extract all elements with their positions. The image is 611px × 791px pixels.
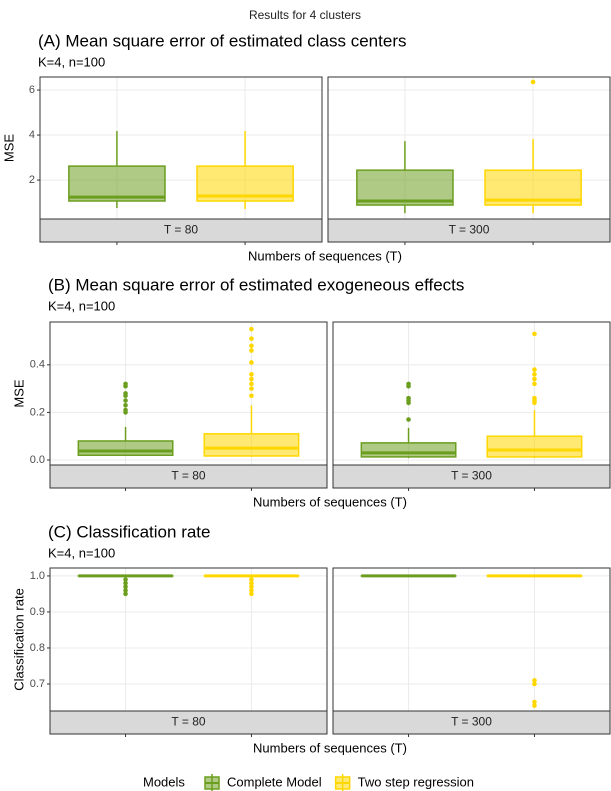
outlier <box>249 393 254 399</box>
outlier <box>249 336 254 341</box>
y-tick-label: 0.2 <box>30 406 45 418</box>
box <box>68 165 166 202</box>
outlier <box>532 367 537 372</box>
strip <box>49 464 328 489</box>
outlier <box>532 381 537 387</box>
panel-background <box>333 568 610 711</box>
x-axis-label: Numbers of sequences (T) <box>253 740 407 755</box>
outlier <box>249 360 254 365</box>
strip <box>49 710 328 735</box>
y-tick-label: 0.7 <box>30 678 45 690</box>
outlier <box>249 343 254 349</box>
strip <box>332 464 611 489</box>
y-tick-label: 0.8 <box>30 642 45 654</box>
y-tick-label: 0.0 <box>30 454 45 466</box>
legend-label: Two step regression <box>358 774 474 789</box>
outlier <box>123 591 128 597</box>
x-axis-label: Numbers of sequences (T) <box>248 248 402 263</box>
outlier <box>406 383 411 389</box>
strip-label: T = 300 <box>451 469 492 483</box>
chart-subtitle: K=4, n=100 <box>48 545 115 560</box>
y-axis-label: Classification rate <box>11 588 26 691</box>
outlier <box>249 376 254 382</box>
chart-title: (B) Mean square error of estimated exoge… <box>48 275 464 294</box>
outlier <box>532 678 537 683</box>
outlier <box>406 400 411 406</box>
chart-title: (C) Classification rate <box>48 522 211 541</box>
y-tick-label: 0.4 <box>30 359 45 371</box>
outlier <box>406 417 411 422</box>
chart-title: (A) Mean square error of estimated class… <box>38 31 406 50</box>
box <box>360 442 457 458</box>
outlier <box>123 398 128 403</box>
outlier <box>249 326 254 332</box>
legend-label: Complete Model <box>227 774 322 789</box>
box <box>356 169 454 206</box>
y-tick-label: 2 <box>29 174 35 186</box>
outlier <box>123 402 128 408</box>
outlier <box>532 681 537 687</box>
strip-label: T = 80 <box>171 469 205 483</box>
outlier <box>123 577 128 582</box>
outlier <box>532 703 537 708</box>
panel-background <box>50 568 327 711</box>
strip-label: T = 80 <box>164 223 198 237</box>
box <box>77 440 174 456</box>
y-tick-label: 0.9 <box>30 606 45 618</box>
strip <box>39 218 323 243</box>
y-tick-label: 4 <box>29 129 35 141</box>
box <box>486 435 583 458</box>
outlier <box>249 588 254 593</box>
strip-label: T = 300 <box>449 223 490 237</box>
strip <box>327 218 611 243</box>
outlier <box>532 331 537 337</box>
strip <box>332 710 611 735</box>
outlier <box>249 591 254 597</box>
outlier <box>249 580 254 586</box>
outlier <box>249 381 254 387</box>
outlier <box>532 372 537 377</box>
outlier <box>123 584 128 590</box>
strip-label: T = 300 <box>451 715 492 729</box>
box <box>203 433 300 457</box>
chart-subtitle: K=4, n=100 <box>48 298 115 313</box>
outlier <box>249 584 254 590</box>
x-axis-label: Numbers of sequences (T) <box>253 494 407 509</box>
outlier <box>249 372 254 377</box>
outlier <box>532 699 537 705</box>
outlier <box>123 383 128 389</box>
outlier <box>532 400 537 406</box>
chart-subtitle: K=4, n=100 <box>38 54 105 69</box>
outlier <box>123 588 128 593</box>
y-axis-label: MSE <box>11 379 26 408</box>
outlier <box>532 376 537 382</box>
strip-label: T = 80 <box>171 715 205 729</box>
outlier <box>123 580 128 586</box>
outlier <box>249 348 254 353</box>
outlier <box>530 79 536 85</box>
y-tick-label: 1.0 <box>30 570 45 582</box>
outlier <box>123 410 128 415</box>
figure-title: Results for 4 clusters <box>249 8 361 22</box>
outlier <box>249 386 254 391</box>
legend-title: Models <box>143 774 185 789</box>
y-tick-label: 6 <box>29 84 35 96</box>
outlier <box>123 393 128 399</box>
y-axis-label: MSE <box>1 134 16 163</box>
outlier <box>249 577 254 582</box>
